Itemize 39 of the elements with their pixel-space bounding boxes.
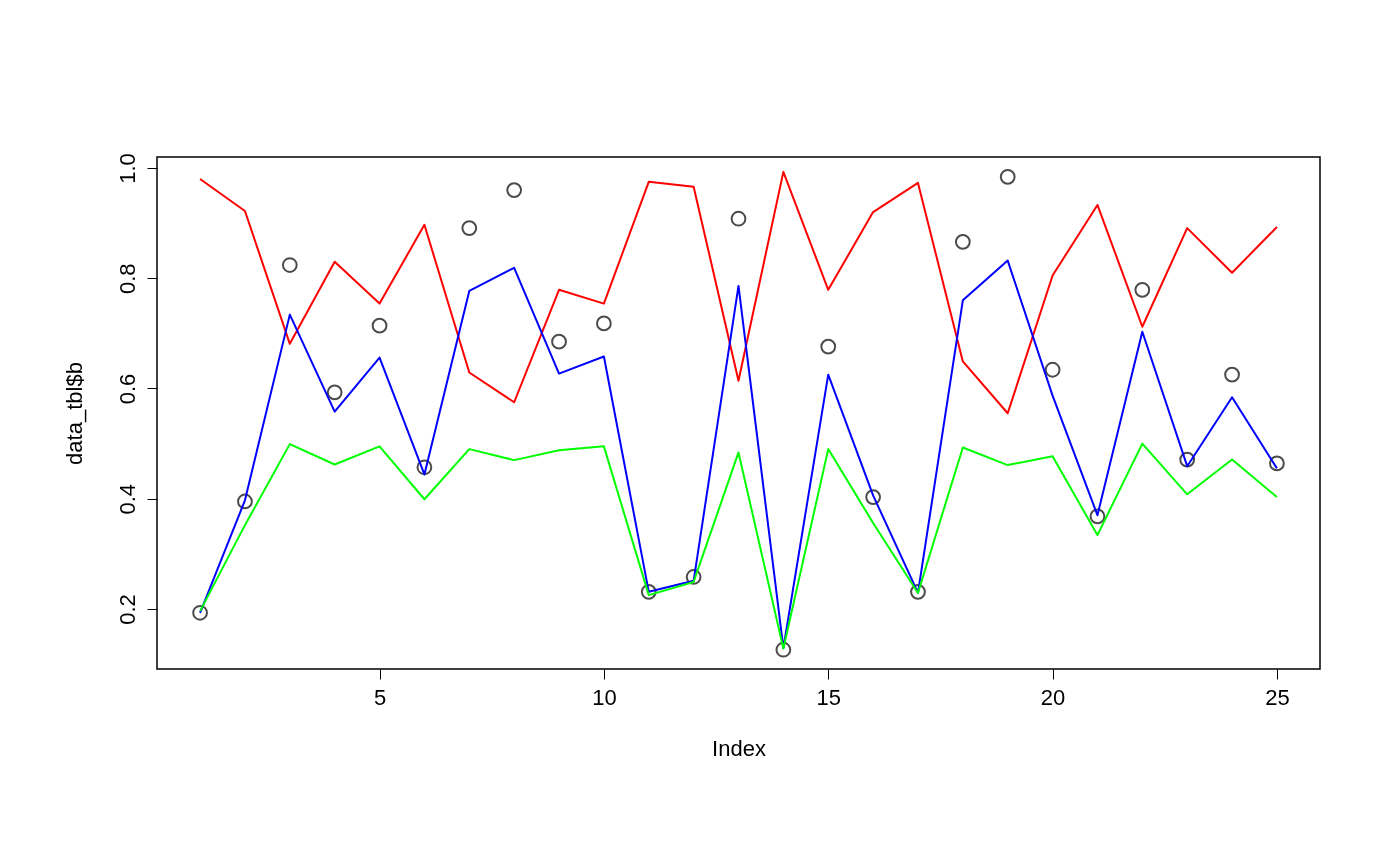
point (416, 459, 433, 476)
point (820, 338, 837, 355)
point (281, 257, 298, 273)
point (551, 333, 567, 350)
point (1224, 366, 1240, 383)
y-axis-title: data_tbl$b (61, 362, 87, 465)
x-tick-label: 10 (592, 684, 617, 710)
point (461, 220, 478, 236)
y-tick-label: 0.2 (114, 594, 140, 625)
point (999, 168, 1016, 185)
point (506, 182, 523, 198)
point (640, 583, 657, 600)
line-series (199, 170, 1278, 415)
point (1044, 361, 1061, 378)
point (237, 493, 253, 510)
x-tick-label: 20 (1040, 684, 1066, 710)
point (775, 641, 792, 658)
x-tick-label: 15 (816, 684, 841, 710)
point (730, 210, 747, 227)
x-tick-label: 25 (1265, 684, 1290, 710)
point (596, 315, 612, 332)
y-tick-label: 0.6 (114, 373, 140, 405)
point (685, 569, 702, 585)
line-series (199, 442, 1278, 650)
y-tick-label: 0.4 (114, 483, 140, 515)
point (1089, 508, 1106, 525)
y-tick-label: 0.8 (114, 263, 140, 295)
point (326, 384, 343, 401)
x-axis-title: Index (712, 735, 766, 761)
y-tick-label: 1.0 (114, 153, 140, 184)
point (1134, 281, 1151, 298)
point (954, 234, 971, 250)
point (1269, 455, 1285, 472)
point (1179, 451, 1196, 468)
point (371, 317, 388, 334)
x-tick-label: 5 (373, 684, 387, 710)
point (192, 604, 208, 621)
point (910, 583, 926, 600)
point (865, 489, 881, 505)
